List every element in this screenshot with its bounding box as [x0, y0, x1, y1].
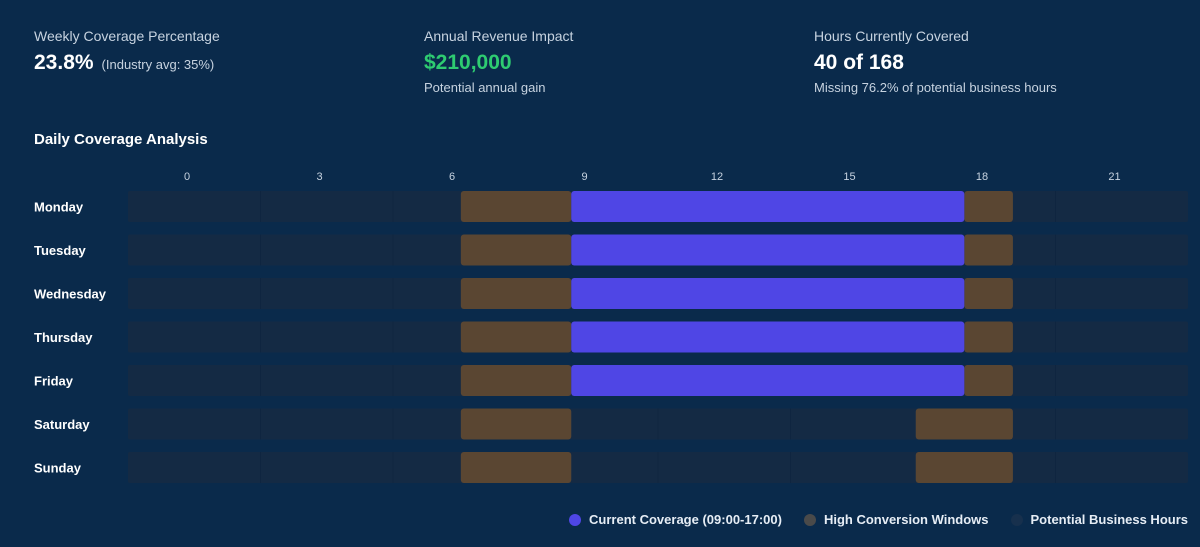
high-conversion-bar: [460, 452, 572, 483]
x-tick-label: 12: [711, 171, 723, 183]
high-conversion-bar: [460, 408, 572, 440]
high-conversion-bar: [964, 191, 1013, 222]
x-tick-label: 9: [581, 171, 587, 183]
chart-legend: Current Coverage (09:00-17:00) High Conv…: [569, 512, 1188, 527]
row-label-thursday: Thursday: [34, 330, 93, 345]
current-coverage-bar: [571, 321, 965, 353]
row-label-friday: Friday: [34, 374, 74, 389]
current-coverage-bar: [571, 365, 965, 396]
legend-label: Potential Business Hours: [1030, 512, 1188, 527]
high-conversion-bar: [964, 234, 1013, 266]
current-coverage-bar: [571, 191, 965, 222]
chart-title: Daily Coverage Analysis: [34, 131, 208, 148]
stat-label: Annual Revenue Impact: [424, 28, 574, 44]
high-conversion-bar: [460, 321, 572, 353]
legend-label: High Conversion Windows: [823, 512, 989, 527]
row-label-tuesday: Tuesday: [34, 243, 87, 258]
current-coverage-bar: [571, 278, 965, 309]
row-label-saturday: Saturday: [34, 417, 90, 432]
row-label-wednesday: Wednesday: [34, 287, 107, 302]
x-tick-label: 0: [184, 171, 190, 183]
row-label-monday: Monday: [34, 200, 84, 215]
stat-label: Hours Currently Covered: [814, 28, 969, 44]
stat-value: $210,000: [424, 51, 512, 74]
high-conversion-bar: [460, 234, 572, 266]
high-conversion-bar: [964, 278, 1013, 309]
legend-item-current: Current Coverage (09:00-17:00): [569, 512, 782, 527]
high-conversion-bar: [460, 191, 572, 222]
x-tick-label: 15: [843, 171, 855, 183]
high-conversion-bar: [915, 452, 1013, 483]
stat-value: 23.8%: [34, 51, 94, 74]
row-label-sunday: Sunday: [34, 461, 82, 476]
high-conversion-bar: [964, 321, 1013, 353]
high-conversion-bar: [964, 365, 1013, 396]
stat-note: (Industry avg: 35%): [101, 57, 215, 72]
stat-hours-covered: Hours Currently Covered 40 of 168 Missin…: [814, 28, 1057, 95]
stat-sub: Potential annual gain: [424, 80, 546, 95]
x-tick-label: 6: [449, 171, 455, 183]
legend-swatch: [803, 513, 816, 526]
x-tick-label: 3: [316, 171, 322, 183]
high-conversion-bar: [460, 365, 572, 396]
legend-swatch: [1010, 513, 1023, 526]
stat-weekly-coverage: Weekly Coverage Percentage 23.8% (Indust…: [34, 28, 220, 75]
stat-annual-revenue: Annual Revenue Impact $210,000 Potential…: [424, 28, 573, 95]
x-tick-label: 21: [1108, 171, 1120, 183]
stat-value: 40 of 168: [814, 51, 904, 74]
legend-item-potential: Potential Business Hours: [1010, 512, 1188, 527]
high-conversion-bar: [460, 278, 572, 309]
coverage-timeline-chart: 03691215182124MondayTuesdayWednesdayThur…: [34, 171, 1121, 483]
current-coverage-bar: [571, 234, 965, 266]
stat-label: Weekly Coverage Percentage: [34, 28, 220, 44]
legend-item-high-conversion: High Conversion Windows: [803, 512, 989, 527]
stat-sub: Missing 76.2% of potential business hour…: [814, 80, 1057, 95]
high-conversion-bar: [915, 408, 1013, 440]
legend-swatch: [569, 513, 582, 526]
legend-label: Current Coverage (09:00-17:00): [589, 512, 782, 527]
x-tick-label: 18: [976, 171, 988, 183]
